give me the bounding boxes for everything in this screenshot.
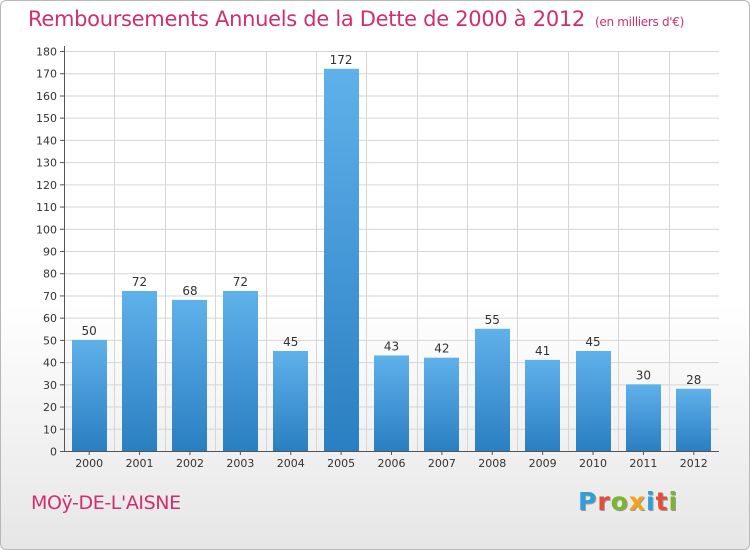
title-text: Remboursements Annuels de la Dette de 20… [28,7,585,31]
bar [424,357,459,451]
data-label: 72 [233,275,248,289]
bar [374,355,409,451]
bar [122,291,157,451]
y-tick-label: 160 [36,90,57,103]
x-tick-label: 2002 [176,457,204,470]
x-tick-label: 2004 [277,457,305,470]
place-name: MOÿ-DE-L'AISNE [31,492,181,514]
y-tick-label: 20 [43,401,57,414]
y-tick-label: 180 [36,46,57,59]
bar [676,388,711,451]
bar [576,351,611,451]
logo-letter: P [578,487,598,516]
proxiti-logo: Proxiti [578,487,678,516]
data-label: 72 [132,275,147,289]
bar [172,299,207,451]
x-tick-label: 2007 [428,457,456,470]
y-tick-label: 60 [43,312,57,325]
data-label: 68 [182,284,197,298]
x-tick-label: 2005 [327,457,355,470]
x-tick-label: 2011 [629,457,657,470]
bar [475,328,510,451]
x-tick-label: 2000 [75,457,103,470]
bar [273,351,308,451]
data-label: 28 [686,373,701,387]
y-tick-label: 120 [36,179,57,192]
labels: 0 10 20 30 40 50 60 70 80 90 100 110 120 130 140 150 160… [36,46,708,471]
x-tick-label: 2009 [529,457,557,470]
logo-letter: x [628,487,646,516]
y-tick-label: 80 [43,268,57,281]
x-tick-label: 2006 [378,457,406,470]
bars [72,68,711,452]
bar [324,68,359,452]
y-tick-label: 70 [43,290,57,303]
bar [525,359,560,451]
data-label: 45 [585,335,600,349]
bar [626,384,661,451]
data-label: 41 [535,344,550,358]
y-tick-label: 30 [43,379,57,392]
y-tick-label: 40 [43,357,57,370]
y-tick-label: 110 [36,201,57,214]
unit-note: (en milliers d'€) [595,15,685,29]
data-label: 55 [485,313,500,327]
bar [72,339,107,451]
y-tick-label: 0 [50,446,57,459]
x-tick-label: 2001 [126,457,154,470]
y-tick-label: 10 [43,423,57,436]
data-label: 50 [82,324,97,338]
bar [223,291,258,451]
y-tick-label: 140 [36,134,57,147]
chart-title: Remboursements Annuels de la Dette de 20… [28,7,684,31]
logo-letter: i [646,487,656,516]
y-tick-label: 170 [36,68,57,81]
data-label: 30 [636,368,651,382]
y-tick-label: 90 [43,246,57,259]
data-label: 45 [283,335,298,349]
logo-letter: i [668,487,679,516]
logo-letter: o [610,487,629,516]
y-tick-label: 130 [36,157,57,170]
data-label: 172 [330,53,353,67]
axes [60,46,719,455]
x-tick-label: 2003 [226,457,254,470]
y-tick-label: 100 [36,223,57,236]
x-tick-label: 2010 [579,457,607,470]
data-label: 43 [384,339,399,353]
logo-letter: t [655,487,669,516]
x-tick-label: 2012 [680,457,708,470]
x-tick-label: 2008 [478,457,506,470]
logo-letter: r [597,487,611,516]
data-label: 42 [434,342,449,356]
y-tick-label: 50 [43,334,57,347]
y-tick-label: 150 [36,112,57,125]
